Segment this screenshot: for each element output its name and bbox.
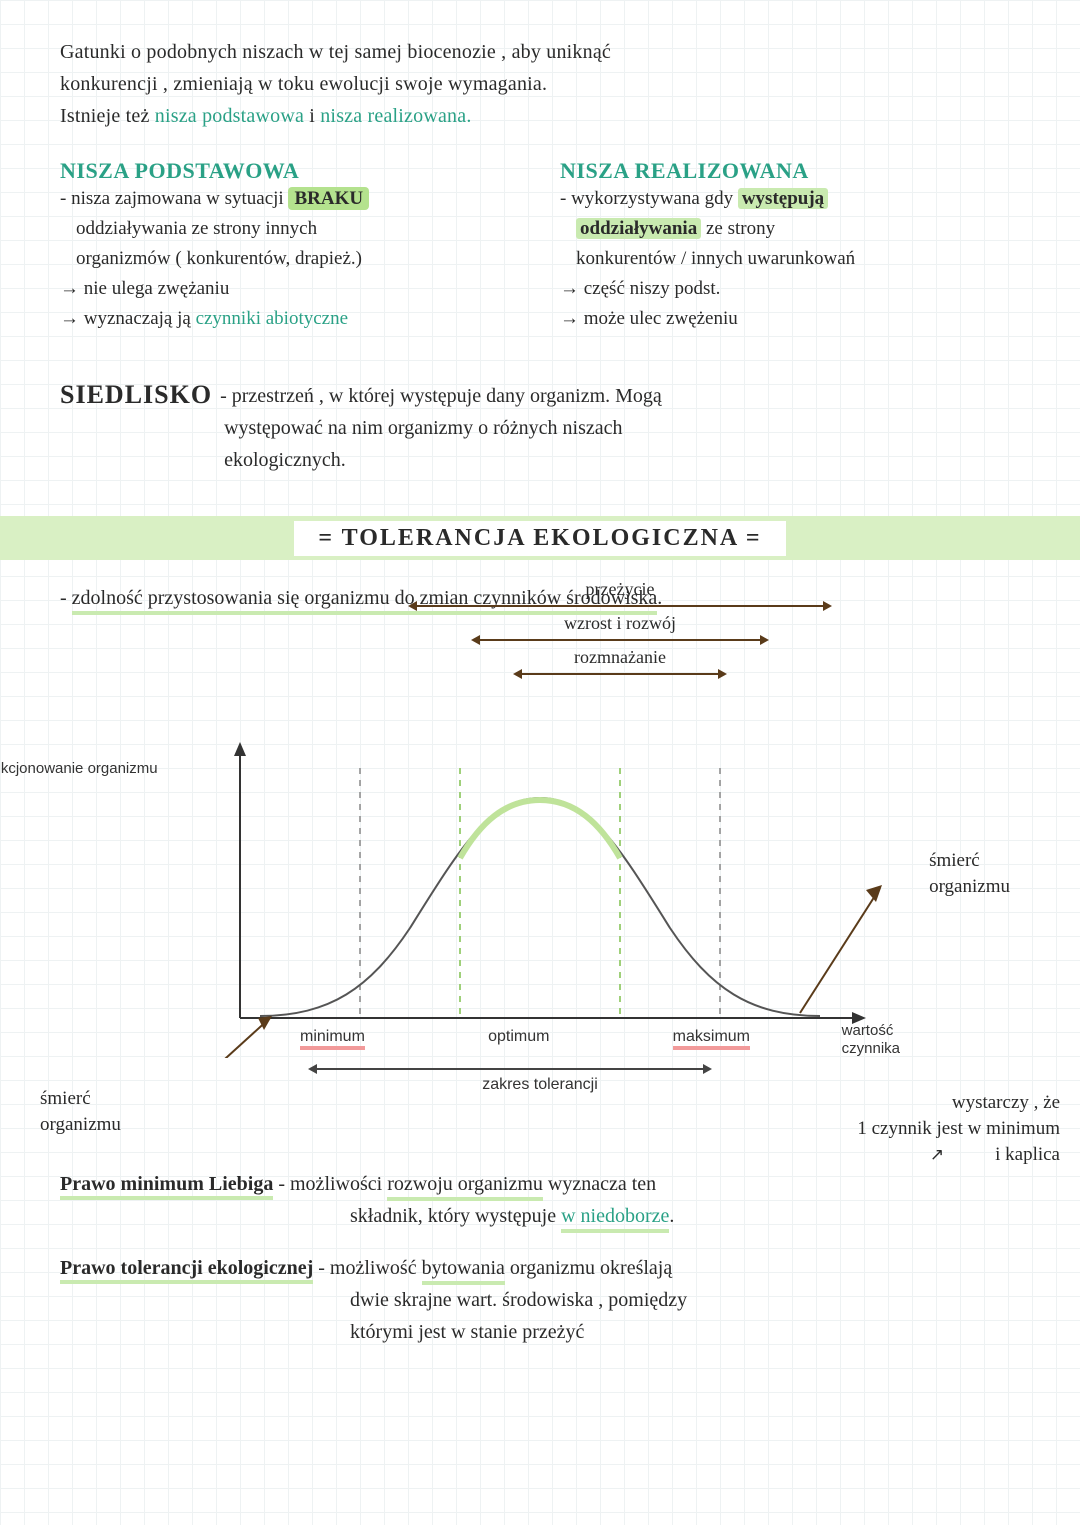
col-podstawowa: NISZA PODSTAWOWA nisza zajmowana w sytua… — [60, 158, 520, 334]
siedlisko-b3: ekologicznych. — [220, 444, 662, 476]
liebig-b2: wyznacza ten — [543, 1173, 656, 1195]
section-band: = TOLERANCJA EKOLOGICZNA = — [0, 516, 1080, 560]
right-3: konkurentów / innych uwarunkowań — [560, 244, 1020, 274]
death-right-2: organizmu — [929, 876, 1010, 897]
death-right-1: śmierć — [929, 850, 980, 871]
death-left-2: organizmu — [40, 1114, 121, 1135]
siedlisko-b2: występować na nim organizmy o różnych ni… — [220, 412, 662, 444]
right-2b: ze strony — [701, 218, 775, 239]
intro-3a: Istnieje też — [60, 105, 155, 127]
left-2: oddziaływania ze strony innych — [60, 214, 520, 244]
tol-l2: dwie skrajne wart. środowiska , pomiędzy — [350, 1284, 1020, 1316]
death-left-1: śmierć — [40, 1088, 91, 1109]
liebig-l2: składnik, który występuje w niedoborze. — [350, 1200, 1020, 1232]
siedlisko-body: - przestrzeń , w której występuje dany o… — [220, 380, 662, 476]
liebig-title: Prawo minimum Liebiga — [60, 1173, 273, 1200]
range-arrow-3 — [515, 673, 725, 675]
x-opt: optimum — [365, 1028, 673, 1050]
liebig-hl: rozwoju organizmu — [387, 1173, 543, 1201]
law-liebig: Prawo minimum Liebiga - możliwości rozwo… — [60, 1168, 1020, 1232]
tol-title: Prawo tolerancji ekologicznej — [60, 1257, 313, 1284]
enough-3: i kaplica — [995, 1144, 1060, 1165]
liebig-l2a: składnik, który występuje — [350, 1205, 561, 1227]
left-1b-highlight: BRAKU — [288, 187, 369, 210]
zakres-label: zakres tolerancji — [160, 1076, 920, 1094]
title-podstawowa: NISZA PODSTAWOWA — [60, 158, 520, 184]
range-wzrost: wzrost i rozwój — [410, 610, 830, 636]
tol-l3: którymi jest w stanie przeżyć — [350, 1316, 1020, 1348]
annot-enough: wystarczy , że 1 czynnik jest w minimum … — [857, 1090, 1060, 1168]
intro-line-3: Istnieje też nisza podstawowa i nisza re… — [60, 100, 1020, 132]
def-pre: - — [60, 587, 72, 609]
section-title: = TOLERANCJA EKOLOGICZNA = — [294, 521, 785, 556]
left-5a: wyznaczają ją — [84, 308, 196, 329]
liebig-l2c: . — [669, 1205, 674, 1227]
intro-line-2: konkurencji , zmieniają w toku ewolucji … — [60, 68, 1020, 100]
left-5: wyznaczają ją czynniki abiotyczne — [60, 304, 520, 334]
x-unit: wartość czynnika — [842, 1022, 900, 1058]
right-2a-highlight: oddziaływania — [576, 218, 701, 239]
tol-hl: bytowania — [422, 1257, 505, 1285]
title-realizowana: NISZA REALIZOWANA — [560, 158, 1020, 184]
siedlisko-b1: - przestrzeń , w której występuje dany o… — [220, 380, 662, 412]
right-2: oddziaływania ze strony — [560, 214, 1020, 244]
zakres-arrow — [310, 1068, 710, 1070]
tol-b2: organizmu określają — [505, 1257, 672, 1279]
enough-1: wystarczy , że — [952, 1092, 1060, 1113]
annot-death-right: śmierć organizmu — [929, 848, 1010, 900]
x-unit-2: czynnika — [842, 1040, 900, 1057]
laws: Prawo minimum Liebiga - możliwości rozwo… — [60, 1168, 1020, 1348]
x-min: minimum — [300, 1028, 365, 1050]
annot-death-left: śmierć organizmu — [40, 1086, 121, 1138]
tolerance-chart: funkcjonowanie organizmu minimum — [160, 738, 920, 1098]
liebig-b1: - możliwości — [273, 1173, 387, 1195]
intro-3d: nisza realizowana. — [320, 105, 471, 127]
range-rozmnazanie: rozmnażanie — [410, 644, 830, 670]
tol-b1: - możliwość — [313, 1257, 421, 1279]
siedlisko-label: SIEDLISKO — [60, 380, 220, 476]
left-4: nie ulega zwężaniu — [60, 274, 520, 304]
x-unit-1: wartość — [842, 1022, 894, 1039]
siedlisko-block: SIEDLISKO - przestrzeń , w której występ… — [60, 380, 1020, 476]
range-arrow-1 — [410, 605, 830, 607]
law-tolerance: Prawo tolerancji ekologicznej - możliwoś… — [60, 1252, 1020, 1348]
right-1: wykorzystywana gdy występują — [560, 184, 1020, 214]
left-1: nisza zajmowana w sytuacji BRAKU — [60, 184, 520, 214]
intro-line-1: Gatunki o podobnych niszach w tej samej … — [60, 36, 1020, 68]
x-max: maksimum — [673, 1028, 750, 1050]
right-5: może ulec zwężeniu — [560, 304, 1020, 334]
range-arrow-2 — [473, 639, 767, 641]
left-3: organizmów ( konkurentów, drapież.) — [60, 244, 520, 274]
right-1a: wykorzystywana gdy — [571, 188, 738, 209]
right-4: część niszy podst. — [560, 274, 1020, 304]
col-realizowana: NISZA REALIZOWANA wykorzystywana gdy wys… — [560, 158, 1020, 334]
chart-ranges: przeżycie wzrost i rozwój rozmnażanie — [410, 576, 830, 678]
range-przezycie: przeżycie — [410, 576, 830, 602]
liebig-l2b: w niedoborze — [561, 1205, 669, 1233]
niche-columns: NISZA PODSTAWOWA nisza zajmowana w sytua… — [60, 158, 1020, 334]
enough-2: 1 czynnik jest w minimum — [857, 1118, 1060, 1139]
intro-3c: i — [304, 105, 320, 127]
x-labels: minimum optimum maksimum — [300, 1028, 750, 1050]
right-1b-highlight: występują — [738, 188, 828, 209]
y-axis-label: funkcjonowanie organizmu — [0, 760, 158, 777]
chart-svg — [160, 738, 920, 1058]
intro-3b: nisza podstawowa — [155, 105, 304, 127]
left-5b: czynniki abiotyczne — [196, 308, 348, 329]
left-1a: nisza zajmowana w sytuacji — [71, 188, 288, 209]
